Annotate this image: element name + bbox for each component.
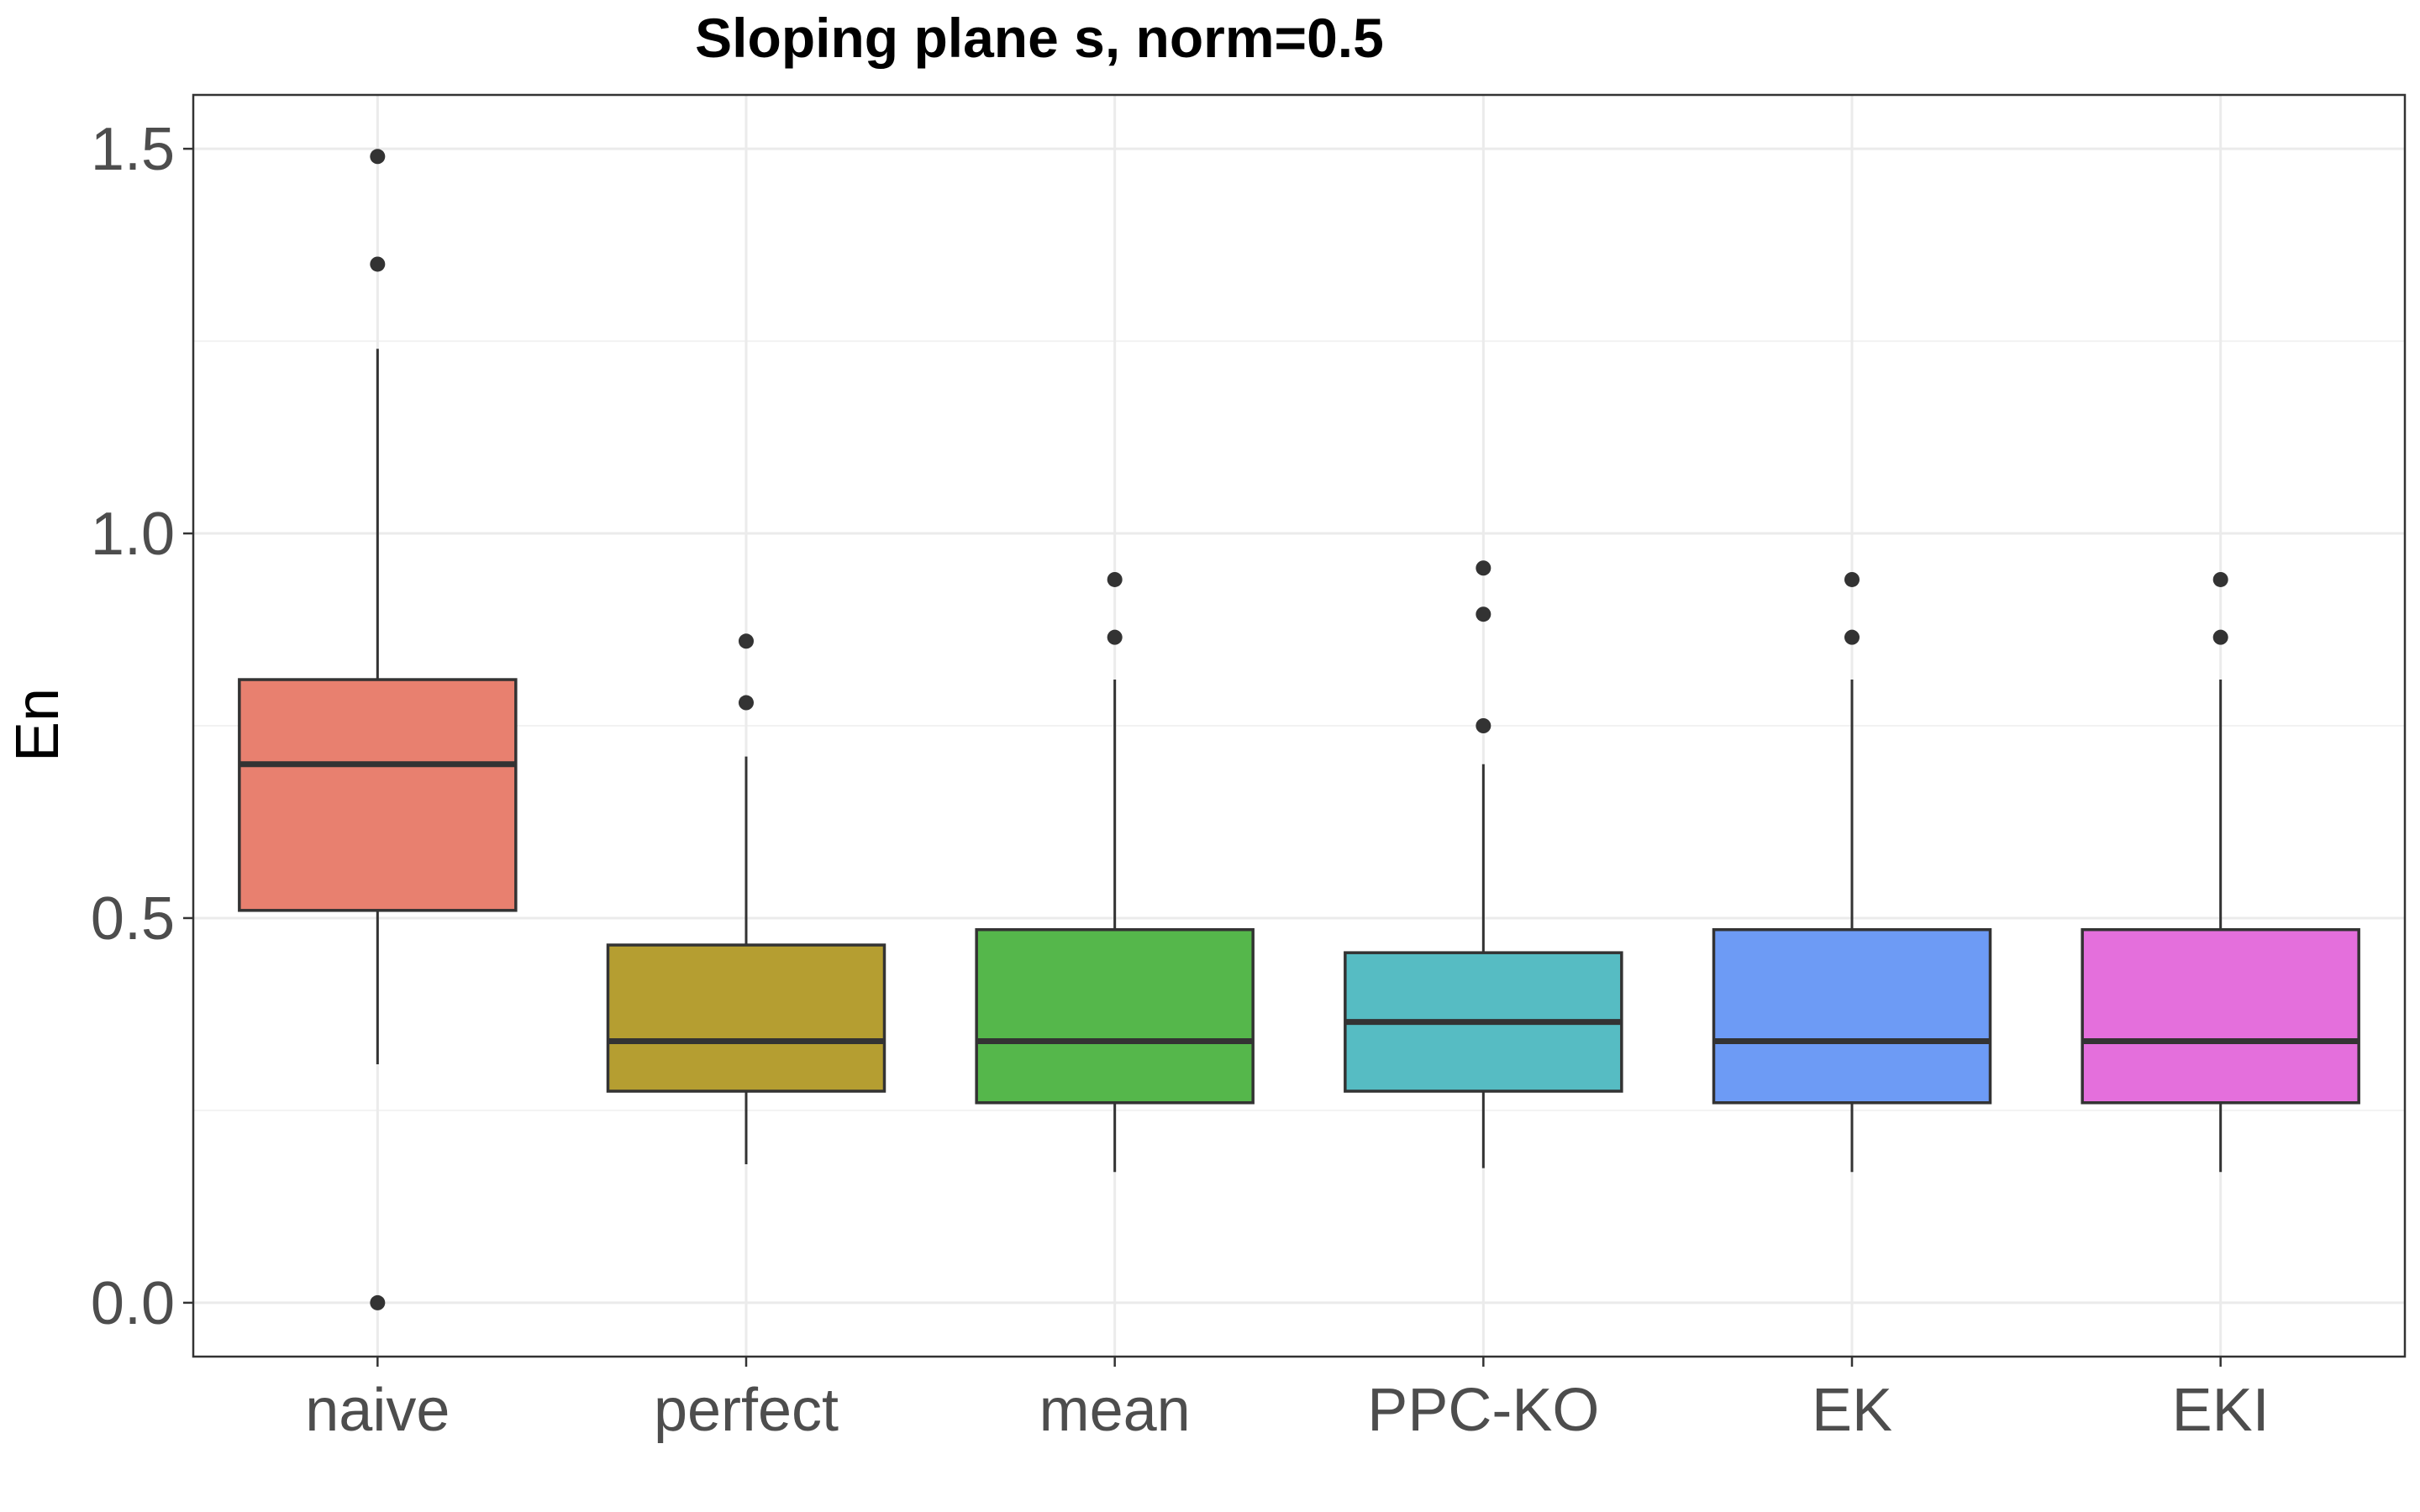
x-tick-label: mean [1039, 1377, 1191, 1444]
outlier-point [1476, 606, 1491, 622]
outlier-point [1107, 629, 1123, 645]
box-perfect [606, 633, 886, 1165]
outlier-point [370, 149, 386, 165]
outlier-point [2212, 571, 2228, 587]
axis-ticks: 0.0 0.5 1.0 1.5 naive perfect mean PPC-KO EK EKI [91, 116, 2270, 1444]
iqr-box [975, 927, 1255, 1105]
box-eki [2081, 571, 2360, 1173]
x-tick-label: EKI [2172, 1377, 2270, 1444]
iqr-box [1712, 927, 1992, 1105]
grid-lines [193, 95, 2405, 1357]
box-naive [238, 149, 518, 1310]
iqr-box [2081, 927, 2360, 1105]
chart-title: Sloping plane s, norm=0.5 [695, 7, 1384, 69]
box-ppc-ko [1344, 560, 1623, 1168]
outlier-point [1107, 571, 1123, 587]
outlier-point [1476, 560, 1491, 576]
outlier-point [739, 633, 754, 649]
y-tick-label: 1.5 [91, 116, 175, 183]
x-tick-label: PPC-KO [1367, 1377, 1599, 1444]
box-mean [975, 571, 1255, 1173]
outlier-point [370, 256, 386, 272]
y-tick-label: 1.0 [91, 501, 175, 568]
x-tick-label: EK [1812, 1377, 1892, 1444]
x-tick-label: perfect [654, 1377, 839, 1444]
outlier-point [2212, 629, 2228, 645]
outlier-point [370, 1294, 386, 1310]
outlier-point [1476, 718, 1491, 733]
outlier-point [739, 695, 754, 711]
y-tick-label: 0.5 [91, 885, 175, 953]
outlier-point [1844, 571, 1860, 587]
iqr-box [606, 943, 886, 1093]
y-tick-label: 0.0 [91, 1270, 175, 1337]
boxes [238, 149, 2360, 1310]
x-tick-label: naive [305, 1377, 450, 1444]
iqr-box [238, 678, 518, 912]
outlier-point [1844, 629, 1860, 645]
box-ek [1712, 571, 1992, 1173]
y-axis-title: En [4, 688, 71, 762]
plot-panel-border [192, 93, 2407, 1358]
